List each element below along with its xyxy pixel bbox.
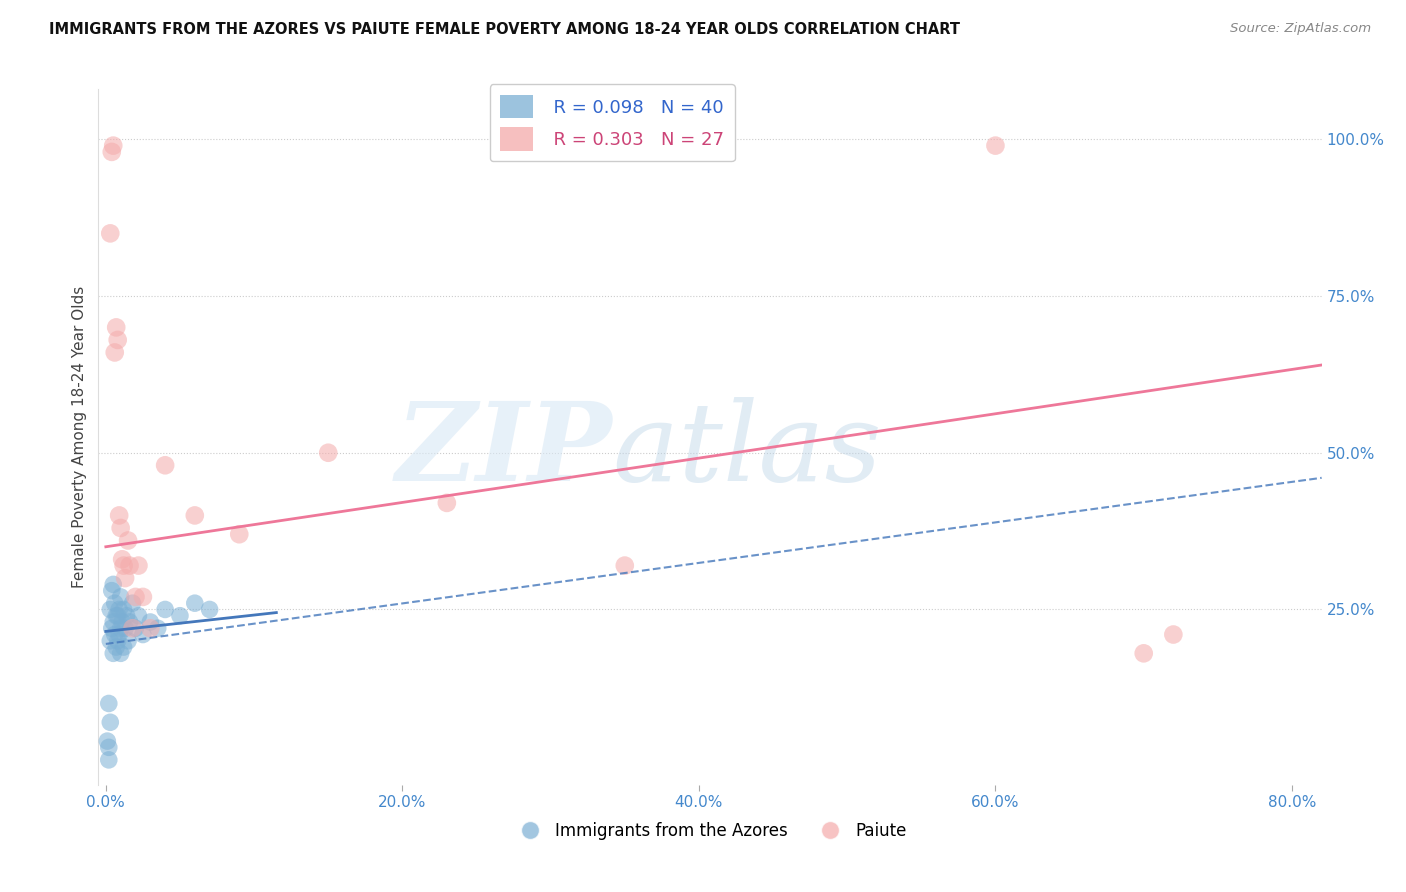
Point [105,640,128,654]
Point [96,734,118,748]
Point [110,590,132,604]
Point [108,508,131,523]
Point [112,640,135,654]
Point [103,646,125,660]
Point [117,533,139,548]
Point [127,608,149,623]
Point [1132,646,1154,660]
Point [111,615,134,629]
Point [107,333,129,347]
Text: ZIP: ZIP [395,397,612,505]
Point [132,627,155,641]
Point [613,558,636,573]
Point [139,621,162,635]
Point [100,621,122,635]
Point [105,608,128,623]
Point [114,621,136,635]
Point [107,633,129,648]
Point [103,615,125,629]
Point [98,227,121,241]
Point [104,627,127,641]
Point [98,715,121,730]
Point [104,345,127,359]
Point [103,577,125,591]
Text: Source: ZipAtlas.com: Source: ZipAtlas.com [1230,22,1371,36]
Point [228,527,250,541]
Point [153,602,176,616]
Point [111,552,134,566]
Point [103,138,125,153]
Point [108,602,131,616]
Point [107,608,129,623]
Point [108,627,131,641]
Point [169,608,191,623]
Point [100,145,122,159]
Point [115,608,138,623]
Point [121,596,143,610]
Point [1163,627,1185,641]
Point [97,753,120,767]
Point [105,320,128,334]
Point [127,558,149,573]
Point [117,633,139,648]
Point [98,633,121,648]
Point [124,621,146,635]
Point [97,740,120,755]
Point [104,596,127,610]
Point [153,458,176,473]
Point [124,590,146,604]
Point [139,615,162,629]
Point [98,602,121,616]
Point [198,602,221,616]
Point [100,583,122,598]
Point [112,602,135,616]
Point [110,646,132,660]
Point [984,138,1007,153]
Point [118,558,141,573]
Point [184,508,207,523]
Point [118,615,141,629]
Point [316,446,339,460]
Point [121,621,143,635]
Point [110,521,132,535]
Point [97,697,120,711]
Point [436,496,458,510]
Legend: Immigrants from the Azores, Paiute: Immigrants from the Azores, Paiute [508,815,912,847]
Point [184,596,207,610]
Text: IMMIGRANTS FROM THE AZORES VS PAIUTE FEMALE POVERTY AMONG 18-24 YEAR OLDS CORREL: IMMIGRANTS FROM THE AZORES VS PAIUTE FEM… [49,22,960,37]
Point [112,558,135,573]
Point [146,621,169,635]
Point [110,621,132,635]
Text: atlas: atlas [612,397,882,505]
Point [132,590,155,604]
Point [114,571,136,585]
Y-axis label: Female Poverty Among 18-24 Year Olds: Female Poverty Among 18-24 Year Olds [72,286,87,588]
